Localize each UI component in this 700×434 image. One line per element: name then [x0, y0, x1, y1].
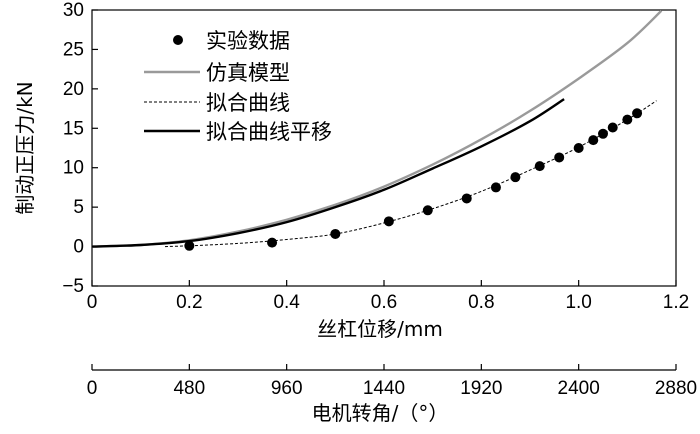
x-tick-label: 1.0 [565, 292, 591, 313]
y-tick-label: 15 [63, 118, 84, 139]
x-axis-title: 丝杠位移/mm [317, 317, 443, 341]
experimental-data-point [184, 240, 195, 251]
experimental-data-point [622, 114, 633, 125]
simulation-model-line [91, 9, 663, 248]
experimental-data-point [267, 237, 278, 248]
x2-tick-label: 2880 [655, 378, 697, 399]
experimental-data-point [461, 193, 472, 204]
x2-tick-label: 1440 [363, 378, 405, 399]
experimental-data-point [554, 152, 565, 163]
y-axis-title: 制动正压力/kN [13, 81, 37, 214]
x2-tick-label: 2400 [558, 378, 600, 399]
x2-axis-title: 电机转角/（°） [312, 401, 449, 425]
experimental-data-point [588, 135, 599, 146]
experimental-data-point [607, 122, 618, 133]
y-tick-label: 5 [73, 197, 84, 218]
x2-tick-label: 960 [271, 378, 303, 399]
legend: 实验数据 仿真模型 拟合曲线 拟合曲线平移 [144, 29, 332, 144]
plot-area-frame [91, 9, 677, 287]
x2-tick-label: 480 [173, 378, 205, 399]
x2-tick-label: 0 [87, 378, 98, 399]
y-tick-label: 25 [63, 39, 84, 60]
y-tick-label: 0 [73, 237, 84, 258]
x-tick-label: 1.2 [663, 292, 689, 313]
x2-tick-label: 1920 [460, 378, 502, 399]
legend-label-simulation: 仿真模型 [206, 61, 290, 85]
x-tick-label: 0 [87, 292, 98, 313]
experimental-data-point [383, 216, 394, 227]
x-tick-label: 0.4 [273, 292, 300, 313]
experimental-data-point [598, 128, 608, 139]
experimental-data-point [534, 161, 545, 172]
legend-label-fit: 拟合曲线 [206, 91, 290, 115]
series-layer [91, 9, 663, 251]
experimental-data-point [490, 182, 501, 193]
experimental-data-point [510, 172, 521, 183]
legend-label-experimental: 实验数据 [206, 29, 290, 53]
y-tick-label: −5 [62, 276, 84, 297]
x-tick-label: 0.2 [176, 292, 202, 313]
fit-curve-line [164, 100, 657, 248]
experimental-data-point [573, 143, 584, 153]
legend-label-fit-shifted: 拟合曲线平移 [206, 120, 332, 144]
experimental-data-point [422, 205, 433, 216]
experimental-data-point [632, 108, 643, 119]
y-tick-label: 30 [63, 0, 84, 21]
y-tick-label: 20 [63, 79, 84, 100]
y-tick-label: 10 [63, 158, 84, 179]
experimental-data-point [330, 228, 341, 239]
x-tick-label: 0.6 [371, 292, 397, 313]
legend-marker-experimental [173, 35, 183, 45]
x-tick-label: 0.8 [468, 292, 494, 313]
fit-curve-shifted-line [91, 98, 565, 248]
